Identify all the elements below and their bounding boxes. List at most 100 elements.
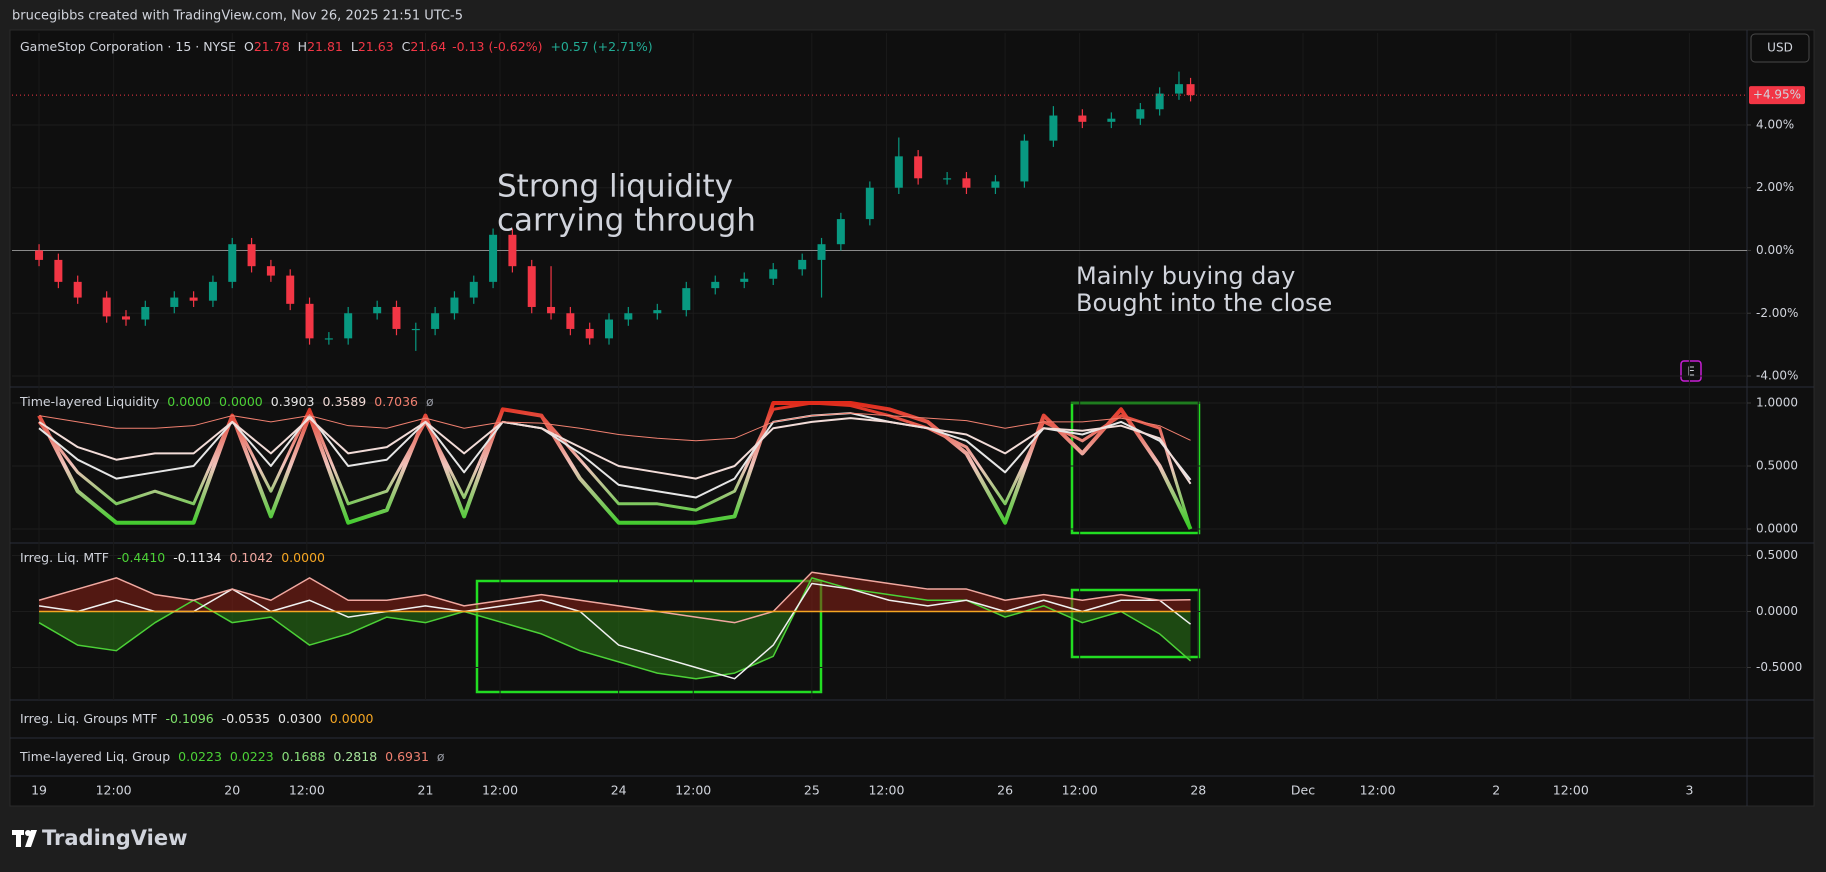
series-line [38,412,1191,442]
header-text: brucegibbs created with TradingView.com,… [12,9,463,24]
logo-mark [16,830,21,847]
candle-body [411,328,420,331]
legend-value: 0.1688 [282,749,326,764]
highlight-box [475,579,823,694]
legend-value: 0.0300 [278,711,322,726]
legend-value: 0.3903 [271,394,315,409]
candle-body [527,266,536,307]
candle-body [431,313,440,329]
legend-value: 0.0000 [281,550,325,565]
x-tick-label: Dec [1291,783,1315,798]
y-tick-label: 2.00% [1756,180,1794,194]
candle-body [1107,118,1116,122]
currency-label[interactable]: USD [1767,41,1793,55]
candle-body [170,297,179,307]
legend-value: 0.0000 [167,394,211,409]
legend-value: 0.6931 [385,749,429,764]
logo-text: TradingView [42,826,187,850]
candle-body [1049,115,1058,141]
y-tick-label: 0.5000 [1756,459,1798,473]
candle-body [324,338,333,340]
candle-body [894,156,903,188]
candle-body [769,269,778,279]
ohlc-value: 21.78 [254,39,290,54]
legend-value: -0.1096 [166,711,214,726]
legend-value: 0.0223 [230,749,274,764]
candle-body [914,156,923,179]
pane-title: Time-layered Liquidity [19,394,160,409]
pane-legend: Time-layered Liq. Group 0.0223 0.0223 0.168… [19,749,445,764]
candle-body [865,187,874,220]
candle-body [121,316,130,320]
series-line [38,571,1191,624]
candle-body [54,259,63,282]
earnings-icon[interactable] [1680,360,1702,382]
x-tick-label: 12:00 [868,783,904,798]
legend-value: 0.0223 [178,749,222,764]
x-tick-label: 20 [224,783,240,798]
x-tick-label: 2 [1492,783,1500,798]
x-tick-label: 19 [31,783,47,798]
series-line [38,577,1192,680]
x-tick-label: 12:00 [1553,783,1589,798]
change: -0.13 (-0.62%) [452,39,542,54]
candle-body [605,319,614,339]
last-price-tag [1749,86,1805,105]
ohlc-key: L [351,39,358,54]
x-tick-label: 12:00 [289,783,325,798]
candle-body [624,313,633,320]
legend-value: 0.1042 [229,550,273,565]
x-tick-label: 12:00 [96,783,132,798]
candle-body [35,250,44,260]
ohlc-value: 21.64 [410,39,446,54]
legend-value: -0.4410 [117,550,165,565]
candle-body [266,266,275,276]
y-tick-label: 1.0000 [1756,396,1798,410]
area-fill [39,611,1191,679]
ohlc-key: C [402,39,411,54]
series-line [38,417,1192,485]
candle-body [73,281,82,298]
x-tick-label: 28 [1190,783,1206,798]
ohlc-key: O [244,39,254,54]
x-tick-label: 12:00 [675,783,711,798]
y-tick-label: -4.00% [1756,369,1798,383]
candle-body [1136,109,1145,119]
candle-body [817,244,826,260]
x-tick-label: 26 [997,783,1013,798]
logo-mark [25,830,37,847]
annotation: Mainly buying day [1076,262,1295,290]
pane-title: Irreg. Liq. Groups MTF [20,711,158,726]
annotation: carrying through [497,203,756,239]
pane-title: Time-layered Liq. Group [19,749,170,764]
candle-body [228,244,237,282]
series-group [37,401,1193,530]
legend-value: 0.0000 [219,394,263,409]
candle-body [208,281,217,301]
ohlc-key: H [298,39,307,54]
candle-body [547,306,556,314]
pane-legend: Time-layered Liquidity 0.0000 0.0000 0.3903… [19,394,434,409]
x-tick-label: 12:00 [482,783,518,798]
highlight-box [1070,588,1201,659]
x-tick-label: 25 [804,783,820,798]
candle-body [740,278,749,282]
candle-body [566,313,575,329]
y-tick-label: 0.00% [1756,243,1794,257]
candle-body [247,244,256,267]
x-tick-label: 12:00 [1360,783,1396,798]
annotation: Strong liquidity [497,169,733,205]
candle-body [585,328,594,339]
candle-body [962,178,971,188]
candle-body [1186,84,1195,96]
candle-body [798,259,807,270]
earnings-label[interactable]: E [1687,365,1695,379]
currency-button[interactable] [1750,33,1810,63]
legend-value: 0.3589 [323,394,367,409]
legend-value: 0.0000 [330,711,374,726]
candle-body [286,275,295,304]
legend-value: 0.7036 [374,394,418,409]
candle-body [189,297,198,301]
